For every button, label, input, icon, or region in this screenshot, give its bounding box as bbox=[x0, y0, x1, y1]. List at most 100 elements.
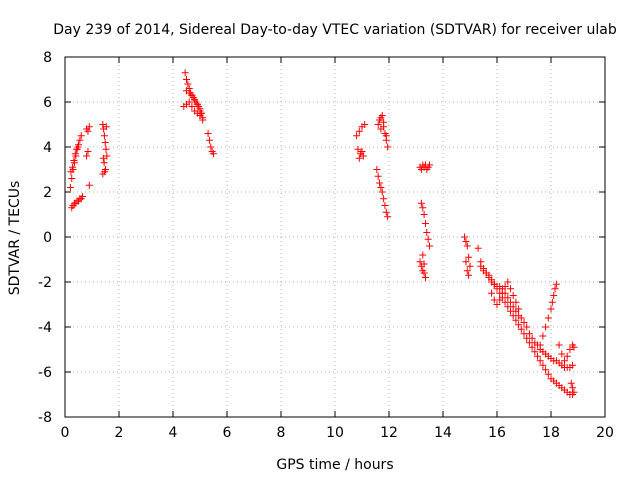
data-point bbox=[485, 274, 493, 281]
series-seg11 bbox=[353, 121, 369, 162]
data-point bbox=[382, 132, 390, 140]
data-point bbox=[552, 280, 560, 288]
data-point bbox=[416, 258, 424, 266]
series-seg17 bbox=[461, 233, 474, 279]
x-tick-labels: 0 2 4 6 8 10 12 14 16 18 20 bbox=[61, 425, 614, 441]
data-point bbox=[210, 150, 217, 158]
data-point bbox=[419, 251, 427, 259]
data-point bbox=[101, 139, 109, 146]
data-point bbox=[462, 258, 470, 266]
data-point bbox=[184, 80, 192, 88]
data-point bbox=[421, 220, 429, 227]
data-point bbox=[420, 211, 428, 218]
y-tick-labels: -8 -6 -4 -2 0 2 4 6 8 bbox=[38, 50, 52, 426]
series-seg22 bbox=[555, 341, 578, 365]
data-point bbox=[567, 379, 575, 387]
data-point bbox=[520, 319, 528, 326]
data-point bbox=[188, 103, 196, 110]
data-point bbox=[84, 148, 92, 155]
data-point bbox=[528, 334, 536, 342]
data-point bbox=[100, 159, 108, 167]
data-point bbox=[101, 168, 109, 176]
x-tick-label: 4 bbox=[169, 425, 178, 441]
data-point bbox=[569, 384, 577, 392]
data-point bbox=[355, 154, 363, 162]
data-point bbox=[509, 303, 517, 311]
data-point bbox=[504, 294, 512, 302]
series-seg16 bbox=[416, 258, 429, 281]
data-point bbox=[376, 179, 384, 187]
data-point bbox=[380, 118, 388, 126]
data-point bbox=[570, 388, 578, 396]
data-point bbox=[353, 132, 361, 140]
data-point bbox=[377, 125, 385, 133]
y-tick-label: 8 bbox=[43, 50, 52, 66]
data-point bbox=[507, 285, 514, 293]
data-point bbox=[199, 116, 207, 124]
data-point bbox=[569, 361, 577, 369]
data-point bbox=[419, 204, 427, 212]
data-point bbox=[374, 121, 382, 128]
series-seg13 bbox=[373, 166, 392, 221]
data-point bbox=[421, 274, 429, 281]
data-point bbox=[67, 168, 75, 176]
grid bbox=[65, 57, 605, 417]
series-seg6 bbox=[99, 121, 111, 178]
data-point bbox=[207, 143, 215, 151]
data-point bbox=[374, 172, 382, 180]
data-point bbox=[100, 132, 108, 140]
series-seg14 bbox=[416, 161, 433, 173]
data-point bbox=[474, 244, 482, 252]
data-points bbox=[66, 69, 578, 398]
series-seg9 bbox=[183, 87, 207, 124]
y-tick-label: -4 bbox=[38, 320, 52, 336]
x-tick-label: 2 bbox=[115, 425, 124, 441]
series-seg15 bbox=[417, 199, 433, 268]
data-point bbox=[191, 96, 199, 104]
data-point bbox=[205, 136, 213, 144]
data-point bbox=[103, 152, 111, 160]
data-point bbox=[465, 271, 473, 279]
series-seg2 bbox=[68, 193, 87, 212]
series-seg21 bbox=[536, 280, 560, 349]
data-point bbox=[517, 325, 525, 333]
data-point bbox=[563, 352, 571, 360]
data-point bbox=[496, 296, 504, 304]
data-point bbox=[498, 289, 506, 297]
y-tick-label: 0 bbox=[43, 230, 52, 246]
data-point bbox=[423, 229, 431, 236]
y-tick-label: 6 bbox=[43, 95, 52, 111]
y-tick-label: -8 bbox=[38, 410, 52, 426]
data-point bbox=[193, 100, 201, 108]
data-point bbox=[463, 267, 471, 275]
data-point bbox=[197, 109, 205, 117]
data-point bbox=[417, 262, 425, 270]
series-seg10 bbox=[204, 130, 217, 158]
data-point bbox=[358, 148, 366, 155]
data-point bbox=[482, 269, 490, 277]
data-point bbox=[462, 238, 470, 245]
x-tick-label: 12 bbox=[380, 425, 398, 441]
data-point bbox=[551, 285, 559, 293]
series-seg5 bbox=[83, 148, 93, 189]
data-point bbox=[381, 202, 389, 209]
data-point bbox=[66, 184, 74, 191]
data-point bbox=[99, 154, 107, 162]
data-point bbox=[384, 143, 392, 151]
data-point bbox=[493, 301, 501, 308]
data-point bbox=[548, 298, 556, 306]
data-point bbox=[384, 213, 392, 221]
y-axis-label: SDTVAR / TECUs bbox=[7, 181, 23, 296]
x-tick-label: 16 bbox=[488, 425, 506, 441]
data-point bbox=[525, 330, 533, 338]
x-tick-label: 14 bbox=[434, 425, 452, 441]
data-point bbox=[531, 348, 539, 356]
series-seg3 bbox=[67, 143, 82, 176]
data-point bbox=[517, 314, 525, 322]
data-point bbox=[378, 188, 386, 196]
data-point bbox=[382, 208, 390, 216]
data-point bbox=[561, 357, 568, 365]
data-point bbox=[465, 253, 473, 261]
x-tick-label: 10 bbox=[326, 425, 344, 441]
data-point bbox=[377, 184, 385, 191]
